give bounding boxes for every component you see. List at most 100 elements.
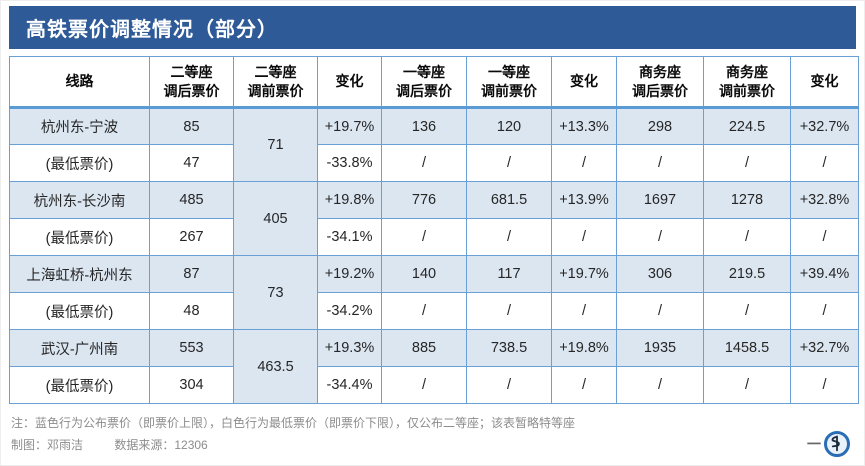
route-cell: 杭州东-宁波 (9, 107, 150, 145)
publisher-logo: 一 (807, 431, 850, 457)
publisher-logo-icon (824, 431, 850, 457)
route-cell: 上海虹桥-杭州东 (9, 255, 150, 293)
na-cell: / (551, 366, 617, 404)
table-row-published: 杭州东-长沙南 485 405 +19.8% 776 681.5 +13.9% … (9, 181, 859, 256)
na-cell: / (466, 144, 552, 182)
na-cell: / (551, 292, 617, 330)
table-row-published: 杭州东-宁波 85 71 +19.7% 136 120 +13.3% 298 2… (9, 107, 859, 182)
note-line: 注：蓝色行为公布票价（即票价上限），白色行为最低票价（即票价下限），仅公布二等座… (11, 416, 576, 430)
col-header-change-second: 变化 (317, 56, 382, 109)
change-cell: -34.2% (317, 292, 382, 330)
na-cell: / (703, 218, 791, 256)
change-cell: +19.7% (551, 255, 617, 293)
price-cell: 738.5 (466, 329, 552, 367)
col-header-business-after: 商务座 调后票价 (616, 56, 704, 109)
change-cell: +32.7% (790, 107, 859, 145)
change-cell: -33.8% (317, 144, 382, 182)
table-row-minimum: (最低票价) 47 -33.8% / / / / / / (9, 144, 859, 182)
na-cell: / (790, 292, 859, 330)
price-cell: 140 (381, 255, 467, 293)
price-cell: 1935 (616, 329, 704, 367)
route-cell: (最低票价) (9, 292, 150, 330)
route-cell: (最低票价) (9, 218, 150, 256)
na-cell: / (381, 144, 467, 182)
page-title: 高铁票价调整情况（部分） (26, 19, 278, 41)
price-cell: 776 (381, 181, 467, 219)
price-cell: 224.5 (703, 107, 791, 145)
price-cell: 681.5 (466, 181, 552, 219)
credit-source: 数据来源：12306 (114, 437, 208, 452)
price-cell: 1458.5 (703, 329, 791, 367)
table-row-published: 上海虹桥-杭州东 87 73 +19.2% 140 117 +19.7% 306… (9, 255, 859, 330)
na-cell: / (466, 292, 552, 330)
col-header-business-before: 商务座 调前票价 (703, 56, 791, 109)
change-cell: +19.2% (317, 255, 382, 293)
table-row-published: 武汉-广州南 553 463.5 +19.3% 885 738.5 +19.8%… (9, 329, 859, 404)
na-cell: / (790, 218, 859, 256)
na-cell: / (381, 292, 467, 330)
change-cell: +32.7% (790, 329, 859, 367)
col-header-change-business: 变化 (790, 56, 859, 109)
col-header-first-before: 一等座 调前票价 (466, 56, 552, 109)
na-cell: / (466, 366, 552, 404)
merged-price-cell: 405 (233, 181, 318, 256)
table-row-minimum: (最低票价) 48 -34.2% / / / / / / (9, 292, 859, 330)
header-row: 线路 二等座 调后票价 二等座 调前票价 变化 一等座 调后票价 一等座 调前票… (9, 56, 859, 109)
change-cell: -34.1% (317, 218, 382, 256)
price-cell: 1278 (703, 181, 791, 219)
na-cell: / (466, 218, 552, 256)
na-cell: / (381, 218, 467, 256)
na-cell: / (616, 144, 704, 182)
change-cell: +13.3% (551, 107, 617, 145)
na-cell: / (616, 292, 704, 330)
logo-dash: 一 (807, 436, 821, 452)
price-cell: 1697 (616, 181, 704, 219)
change-cell: +19.8% (551, 329, 617, 367)
credit-maker: 制图：邓雨洁 (11, 437, 84, 452)
merged-price-cell: 71 (233, 107, 318, 182)
change-cell: +32.8% (790, 181, 859, 219)
na-cell: / (703, 144, 791, 182)
col-header-second-after: 二等座 调后票价 (149, 56, 234, 109)
col-header-first-after: 一等座 调后票价 (381, 56, 467, 109)
price-cell: 298 (616, 107, 704, 145)
change-cell: +19.3% (317, 329, 382, 367)
route-cell: (最低票价) (9, 366, 150, 404)
route-cell: 武汉-广州南 (9, 329, 150, 367)
col-header-route: 线路 (9, 56, 150, 109)
na-cell: / (616, 218, 704, 256)
footnotes: 注：蓝色行为公布票价（即票价上限），白色行为最低票价（即票价下限），仅公布二等座… (11, 413, 854, 456)
table-row-minimum: (最低票价) 304 -34.4% / / / / / / (9, 366, 859, 404)
merged-price-cell: 73 (233, 255, 318, 330)
col-header-second-before: 二等座 调前票价 (233, 56, 318, 109)
change-cell: +39.4% (790, 255, 859, 293)
price-cell: 87 (149, 255, 234, 293)
title-banner: 高铁票价调整情况（部分） (9, 6, 856, 49)
price-cell: 85 (149, 107, 234, 145)
na-cell: / (551, 218, 617, 256)
route-cell: (最低票价) (9, 144, 150, 182)
price-cell: 267 (149, 218, 234, 256)
footer: 注：蓝色行为公布票价（即票价上限），白色行为最低票价（即票价下限），仅公布二等座… (9, 413, 856, 456)
price-cell: 136 (381, 107, 467, 145)
price-cell: 485 (149, 181, 234, 219)
price-cell: 306 (616, 255, 704, 293)
na-cell: / (790, 366, 859, 404)
change-cell: +19.7% (317, 107, 382, 145)
price-cell: 304 (149, 366, 234, 404)
na-cell: / (703, 366, 791, 404)
price-cell: 219.5 (703, 255, 791, 293)
price-cell: 885 (381, 329, 467, 367)
na-cell: / (381, 366, 467, 404)
change-cell: -34.4% (317, 366, 382, 404)
credit-line: 制图：邓雨洁 数据来源：12306 (11, 435, 854, 457)
price-cell: 47 (149, 144, 234, 182)
na-cell: / (616, 366, 704, 404)
price-cell: 48 (149, 292, 234, 330)
route-cell: 杭州东-长沙南 (9, 181, 150, 219)
price-cell: 117 (466, 255, 552, 293)
na-cell: / (790, 144, 859, 182)
na-cell: / (703, 292, 791, 330)
change-cell: +19.8% (317, 181, 382, 219)
